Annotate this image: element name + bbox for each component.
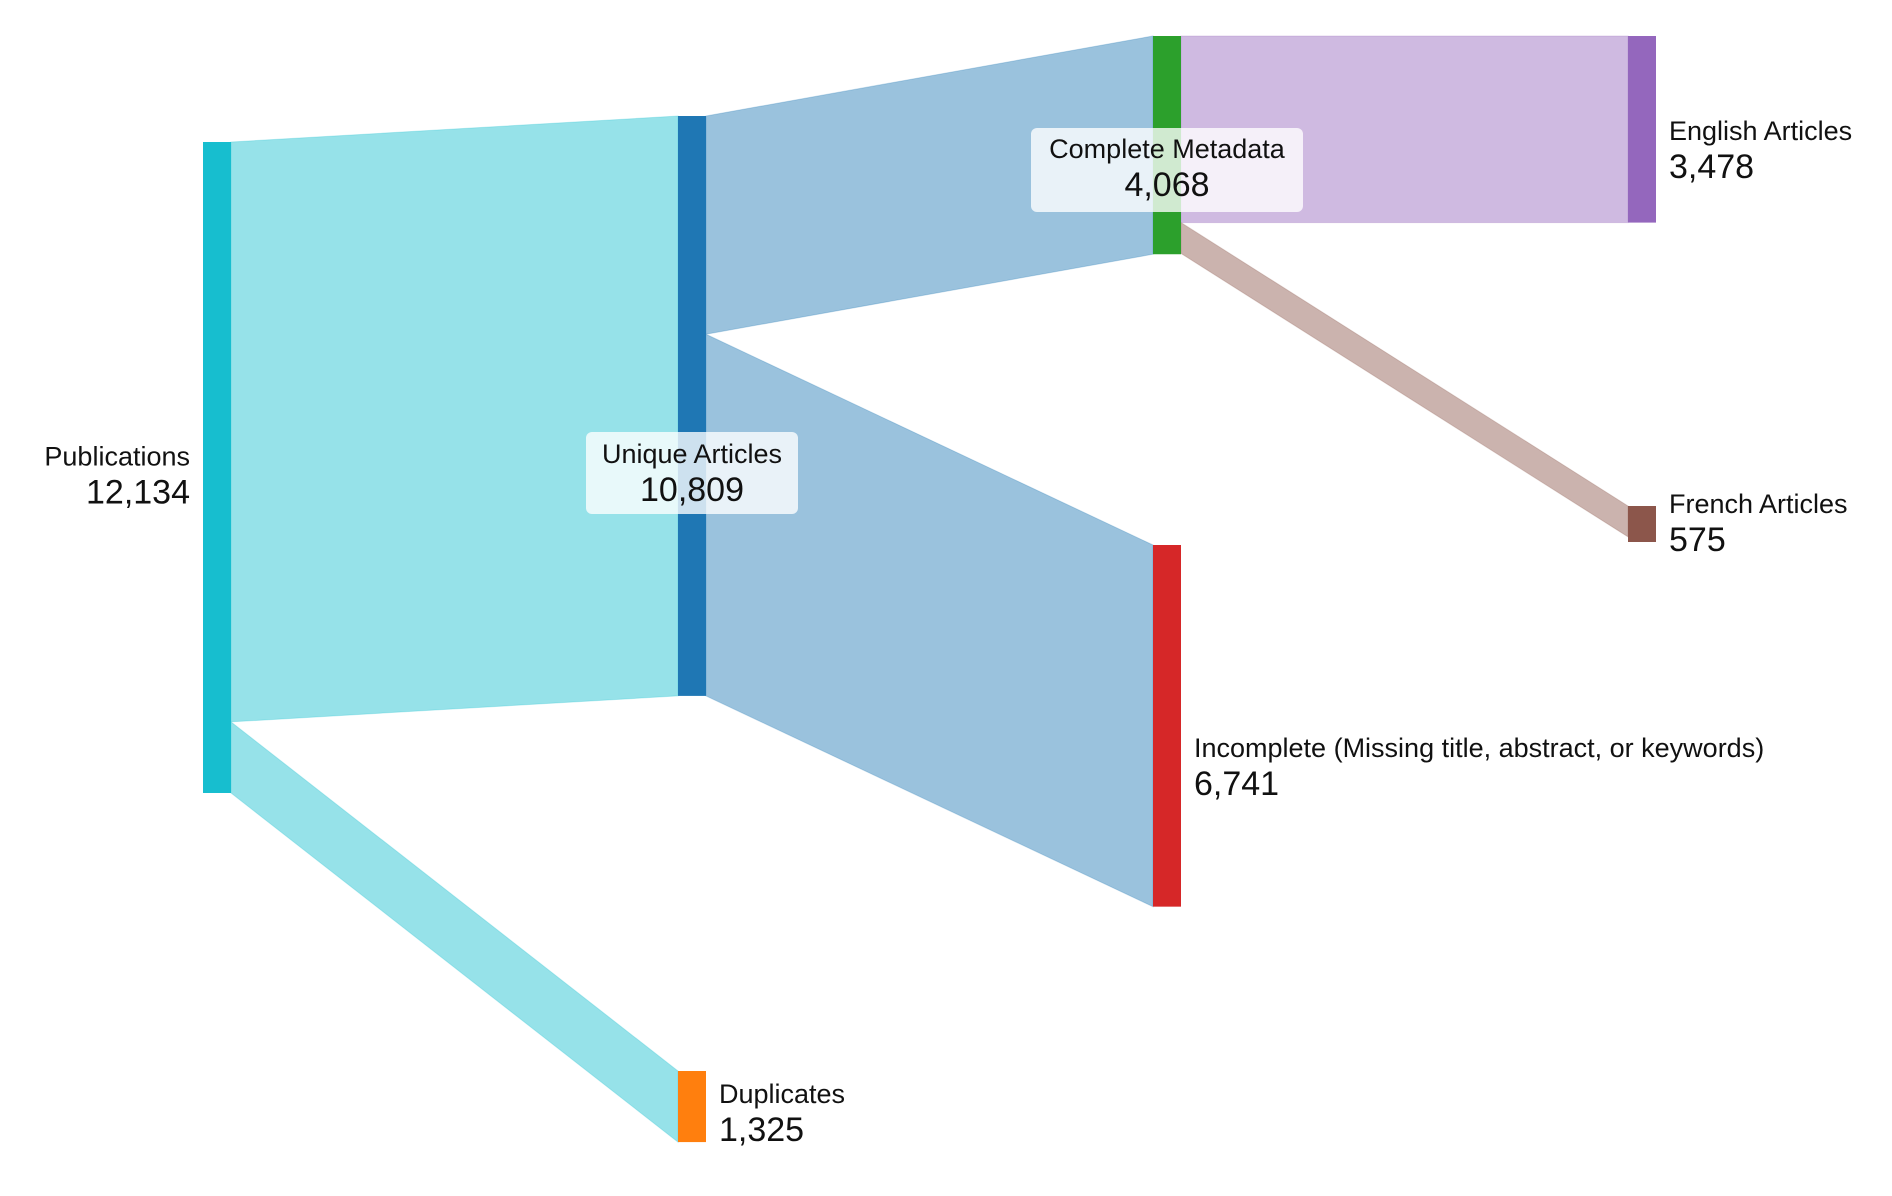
nodes-layer [203,36,1656,1143]
label-name-unique-articles: Unique Articles [602,439,782,469]
node-duplicates [678,1071,706,1143]
label-name-complete-metadata: Complete Metadata [1049,134,1286,164]
node-unique-articles [678,116,706,696]
label-box-unique-articles [586,432,798,514]
label-value-duplicates: 1,325 [719,1111,804,1149]
link-publications-to-duplicates [230,720,679,1144]
label-value-unique-articles: 10,809 [640,471,744,509]
label-name-incomplete-missing-title-abstract-or-keywords: Incomplete (Missing title, abstract, or … [1194,733,1764,763]
label-box-complete-metadata [1031,128,1303,212]
label-name-duplicates: Duplicates [719,1079,845,1109]
label-value-publications: 12,134 [86,473,190,511]
links-layer [230,35,1629,1144]
label-value-complete-metadata: 4,068 [1124,166,1209,204]
label-name-publications: Publications [44,441,190,471]
label-value-french-articles: 575 [1669,521,1726,559]
link-publications-to-unique [230,115,679,723]
link-complete-to-french [1180,221,1629,538]
link-unique-to-incomplete [705,333,1154,908]
label-value-english-articles: 3,478 [1669,148,1754,186]
label-name-english-articles: English Articles [1669,116,1852,146]
label-name-french-articles: French Articles [1669,489,1848,519]
node-incomplete-missing-title-abstract-or-keywords [1153,545,1181,907]
node-french-articles [1628,506,1656,542]
label-incomplete-missing-title-abstract-or-keywords: Incomplete (Missing title, abstract, or … [1194,733,1764,803]
node-english-articles [1628,36,1656,223]
label-value-incomplete-missing-title-abstract-or-keywords: 6,741 [1194,765,1279,803]
node-publications [203,142,231,793]
